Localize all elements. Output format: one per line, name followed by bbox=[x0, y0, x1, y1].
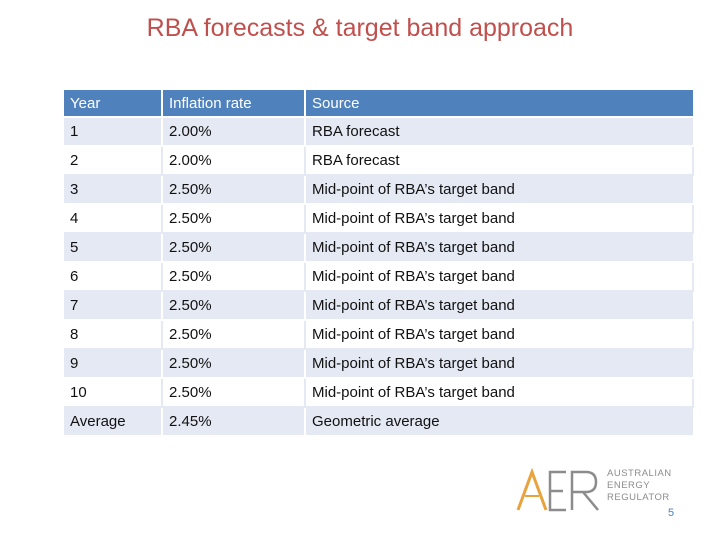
cell-inflation-rate: 2.00% bbox=[162, 146, 306, 176]
cell-inflation-rate: 2.50% bbox=[162, 291, 306, 321]
cell-inflation-rate: 2.50% bbox=[162, 262, 306, 292]
table-row: 7 2.50% Mid-point of RBA’s target band bbox=[64, 291, 693, 321]
cell-source: Mid-point of RBA’s target band bbox=[305, 233, 693, 263]
cell-year: 3 bbox=[64, 175, 163, 205]
cell-year: Average bbox=[64, 407, 163, 437]
cell-inflation-rate: 2.45% bbox=[162, 407, 306, 437]
cell-year: 1 bbox=[64, 117, 163, 147]
logo-line: AUSTRALIAN bbox=[607, 468, 672, 479]
cell-source: Mid-point of RBA’s target band bbox=[305, 349, 693, 379]
table-row: 8 2.50% Mid-point of RBA’s target band bbox=[64, 320, 694, 350]
forecast-table: Year Inflation rate Source 1 2.00% RBA f… bbox=[64, 90, 694, 437]
table-row: 6 2.50% Mid-point of RBA’s target band bbox=[64, 262, 694, 292]
header-year: Year bbox=[64, 90, 163, 118]
cell-source: Mid-point of RBA’s target band bbox=[305, 320, 694, 350]
cell-inflation-rate: 2.50% bbox=[162, 175, 306, 205]
cell-source: Mid-point of RBA’s target band bbox=[305, 291, 693, 321]
header-source: Source bbox=[305, 90, 693, 118]
cell-source: Mid-point of RBA’s target band bbox=[305, 204, 694, 234]
cell-year: 5 bbox=[64, 233, 163, 263]
cell-inflation-rate: 2.50% bbox=[162, 204, 306, 234]
cell-source: RBA forecast bbox=[305, 146, 694, 176]
cell-inflation-rate: 2.00% bbox=[162, 117, 306, 147]
logo-line: REGULATOR bbox=[607, 492, 670, 503]
aer-logo-icon bbox=[516, 468, 599, 512]
slide-title: RBA forecasts & target band approach bbox=[146, 14, 574, 42]
cell-source: Mid-point of RBA’s target band bbox=[305, 262, 694, 292]
cell-inflation-rate: 2.50% bbox=[162, 233, 306, 263]
cell-year: 10 bbox=[64, 378, 163, 408]
table-row: 3 2.50% Mid-point of RBA’s target band bbox=[64, 175, 693, 205]
table-row: 9 2.50% Mid-point of RBA’s target band bbox=[64, 349, 693, 379]
table-row-average: Average 2.45% Geometric average bbox=[64, 407, 693, 437]
cell-inflation-rate: 2.50% bbox=[162, 349, 306, 379]
table-row: 2 2.00% RBA forecast bbox=[64, 146, 694, 176]
table-header-row: Year Inflation rate Source bbox=[64, 90, 693, 118]
table-row: 10 2.50% Mid-point of RBA’s target band bbox=[64, 378, 694, 408]
table-row: 1 2.00% RBA forecast bbox=[64, 117, 693, 147]
cell-inflation-rate: 2.50% bbox=[162, 320, 306, 350]
cell-year: 4 bbox=[64, 204, 163, 234]
cell-source: Mid-point of RBA’s target band bbox=[305, 378, 694, 408]
page-number: 5 bbox=[668, 507, 675, 519]
header-inflation-rate: Inflation rate bbox=[162, 90, 306, 118]
logo-line: ENERGY bbox=[607, 480, 651, 491]
cell-source: Geometric average bbox=[305, 407, 693, 437]
cell-year: 6 bbox=[64, 262, 163, 292]
cell-year: 9 bbox=[64, 349, 163, 379]
table-row: 4 2.50% Mid-point of RBA’s target band bbox=[64, 204, 694, 234]
cell-year: 8 bbox=[64, 320, 163, 350]
logo-wordmark: AUSTRALIAN ENERGY REGULATOR bbox=[607, 468, 672, 504]
cell-source: RBA forecast bbox=[305, 117, 693, 147]
cell-year: 7 bbox=[64, 291, 163, 321]
table-row: 5 2.50% Mid-point of RBA’s target band bbox=[64, 233, 693, 263]
cell-year: 2 bbox=[64, 146, 163, 176]
cell-source: Mid-point of RBA’s target band bbox=[305, 175, 693, 205]
cell-inflation-rate: 2.50% bbox=[162, 378, 306, 408]
aer-logo: AUSTRALIAN ENERGY REGULATOR bbox=[516, 466, 696, 514]
